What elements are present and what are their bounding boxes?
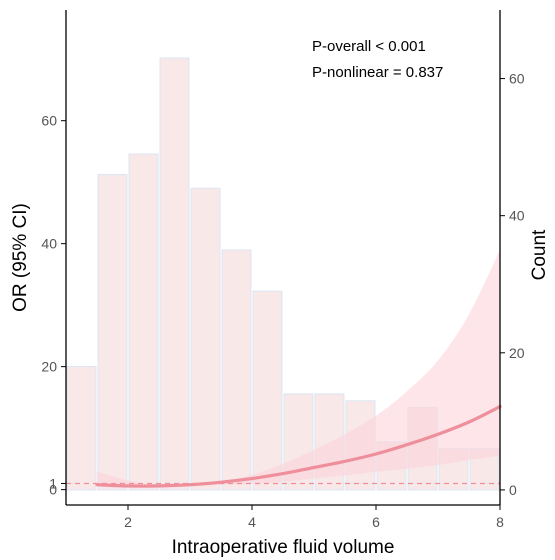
histogram-bar bbox=[252, 290, 283, 491]
histogram-bar bbox=[66, 366, 97, 491]
y-right-tick-label: 20 bbox=[509, 345, 525, 361]
annotations: P-overall < 0.001 P-nonlinear = 0.837 bbox=[312, 38, 443, 81]
y-left-tick-label: 20 bbox=[41, 359, 57, 375]
p-value-annotation: P-nonlinear = 0.837 bbox=[312, 64, 443, 81]
y-right-tick-label: 0 bbox=[509, 482, 517, 498]
or-curve bbox=[95, 405, 502, 488]
histogram-bar bbox=[221, 249, 252, 491]
histogram-bar bbox=[97, 174, 128, 491]
x-tick-label: 6 bbox=[372, 514, 380, 530]
x-axis-title: Intraoperative fluid volume bbox=[172, 537, 395, 558]
y-left-axis-title: OR (95% CI) bbox=[10, 203, 31, 312]
y-left-tick-label: 0 bbox=[49, 482, 57, 498]
ci-ribbon-group bbox=[97, 249, 500, 488]
histogram-bars bbox=[66, 57, 500, 491]
histogram-bar bbox=[159, 57, 190, 491]
y-right-axis-title: Count bbox=[529, 229, 550, 280]
x-tick-label: 2 bbox=[124, 514, 132, 530]
y-left-tick-label: 1 bbox=[49, 475, 57, 491]
x-tick-label: 8 bbox=[496, 514, 504, 530]
y-left-tick-label: 40 bbox=[41, 236, 57, 252]
y-right-tick-label: 40 bbox=[509, 208, 525, 224]
y-right-tick-label: 60 bbox=[509, 71, 525, 87]
histogram-bar bbox=[128, 153, 159, 491]
p-value-annotation: P-overall < 0.001 bbox=[312, 38, 426, 55]
y-left-tick-label: 60 bbox=[41, 113, 57, 129]
histogram-bar bbox=[190, 187, 221, 491]
x-tick-label: 4 bbox=[248, 514, 256, 530]
or-curve-group bbox=[95, 405, 502, 488]
ci-ribbon bbox=[97, 249, 500, 488]
